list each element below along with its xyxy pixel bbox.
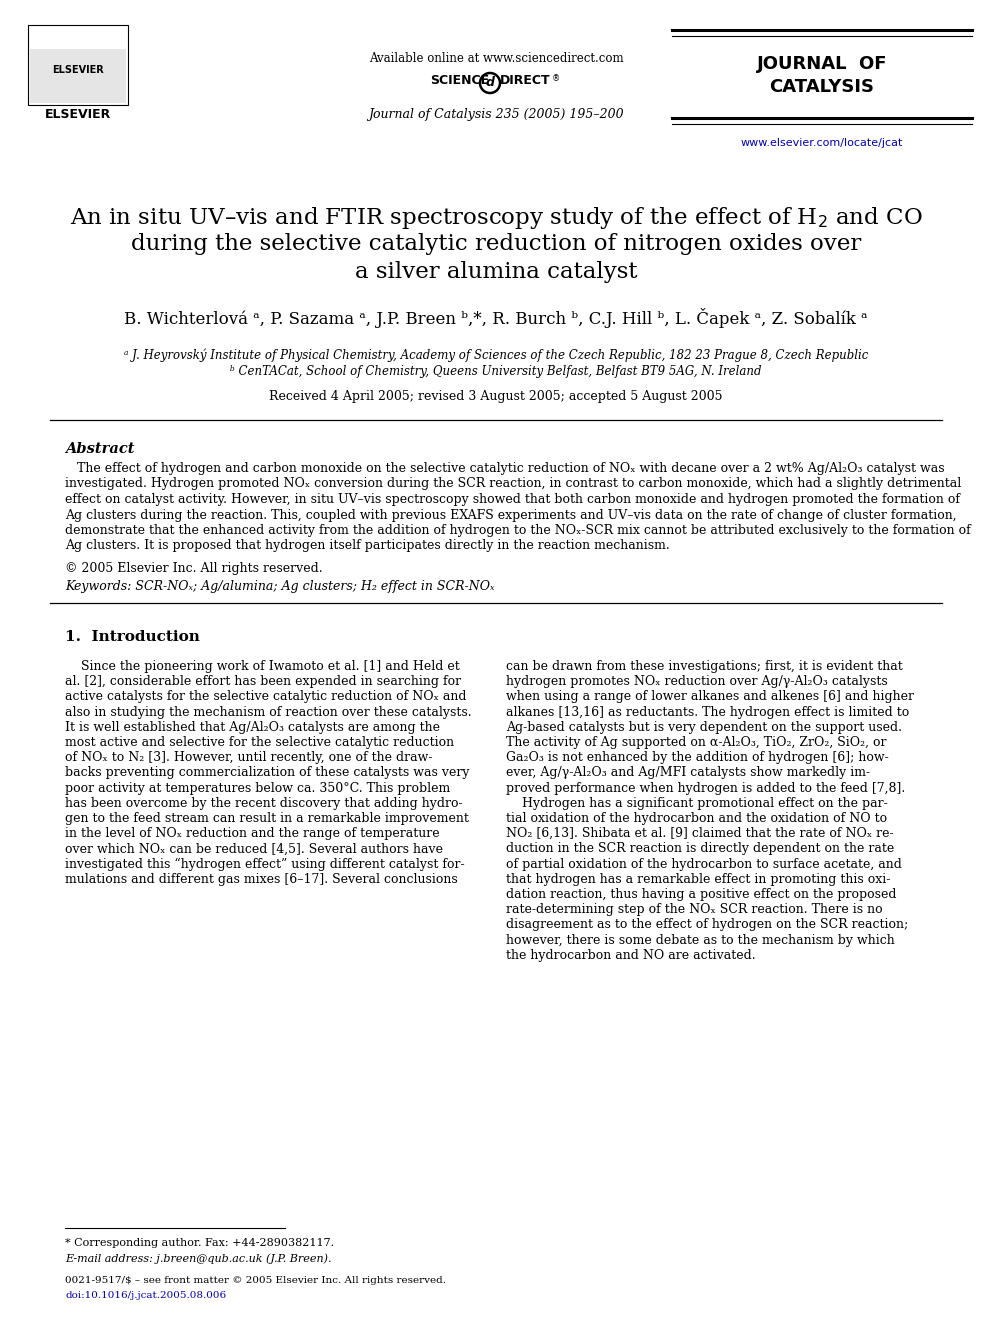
Text: ever, Ag/γ-Al₂O₃ and Ag/MFI catalysts show markedly im-: ever, Ag/γ-Al₂O₃ and Ag/MFI catalysts sh… — [506, 766, 870, 779]
Text: Ag clusters. It is proposed that hydrogen itself participates directly in the re: Ag clusters. It is proposed that hydroge… — [65, 540, 670, 553]
Text: Ga₂O₃ is not enhanced by the addition of hydrogen [6]; how-: Ga₂O₃ is not enhanced by the addition of… — [506, 751, 889, 765]
Bar — [30, 49, 126, 103]
Text: gen to the feed stream can result in a remarkable improvement: gen to the feed stream can result in a r… — [65, 812, 469, 826]
Text: E-mail address: j.breen@qub.ac.uk (J.P. Breen).: E-mail address: j.breen@qub.ac.uk (J.P. … — [65, 1253, 331, 1263]
Text: Abstract: Abstract — [65, 442, 135, 456]
Text: duction in the SCR reaction is directly dependent on the rate: duction in the SCR reaction is directly … — [506, 843, 894, 856]
Text: dation reaction, thus having a positive effect on the proposed: dation reaction, thus having a positive … — [506, 888, 897, 901]
Text: that hydrogen has a remarkable effect in promoting this oxi-: that hydrogen has a remarkable effect in… — [506, 873, 891, 886]
Text: ELSEVIER: ELSEVIER — [53, 65, 104, 75]
Text: It is well established that Ag/Al₂O₃ catalysts are among the: It is well established that Ag/Al₂O₃ cat… — [65, 721, 440, 734]
Text: over which NOₓ can be reduced [4,5]. Several authors have: over which NOₓ can be reduced [4,5]. Sev… — [65, 843, 443, 856]
Text: ᵃ J. Heyrovský Institute of Physical Chemistry, Academy of Sciences of the Czech: ᵃ J. Heyrovský Institute of Physical Che… — [124, 348, 868, 361]
Text: ELSEVIER: ELSEVIER — [45, 108, 111, 120]
Text: of partial oxidation of the hydrocarbon to surface acetate, and: of partial oxidation of the hydrocarbon … — [506, 857, 902, 871]
Text: d: d — [485, 77, 494, 90]
Text: of NOₓ to N₂ [3]. However, until recently, one of the draw-: of NOₓ to N₂ [3]. However, until recentl… — [65, 751, 433, 765]
Text: during the selective catalytic reduction of nitrogen oxides over: during the selective catalytic reduction… — [131, 233, 861, 255]
Text: when using a range of lower alkanes and alkenes [6] and higher: when using a range of lower alkanes and … — [506, 691, 914, 704]
Text: B. Wichterlová ᵃ, P. Sazama ᵃ, J.P. Breen ᵇ,*, R. Burch ᵇ, C.J. Hill ᵇ, L. Čapek: B. Wichterlová ᵃ, P. Sazama ᵃ, J.P. Bree… — [124, 308, 868, 328]
Text: JOURNAL  OF: JOURNAL OF — [757, 56, 887, 73]
Bar — [28, 25, 128, 105]
Text: has been overcome by the recent discovery that adding hydro-: has been overcome by the recent discover… — [65, 796, 462, 810]
Text: investigated. Hydrogen promoted NOₓ conversion during the SCR reaction, in contr: investigated. Hydrogen promoted NOₓ conv… — [65, 478, 961, 491]
Text: * Corresponding author. Fax: +44-2890382117.: * Corresponding author. Fax: +44-2890382… — [65, 1238, 334, 1248]
Text: SCIENCE: SCIENCE — [430, 74, 489, 87]
Text: rate-determining step of the NOₓ SCR reaction. There is no: rate-determining step of the NOₓ SCR rea… — [506, 904, 883, 917]
Text: Available online at www.sciencedirect.com: Available online at www.sciencedirect.co… — [369, 52, 623, 65]
Text: The activity of Ag supported on α-Al₂O₃, TiO₂, ZrO₂, SiO₂, or: The activity of Ag supported on α-Al₂O₃,… — [506, 736, 887, 749]
Text: investigated this “hydrogen effect” using different catalyst for-: investigated this “hydrogen effect” usin… — [65, 857, 464, 871]
Text: Keywords: SCR-NOₓ; Ag/alumina; Ag clusters; H₂ effect in SCR-NOₓ: Keywords: SCR-NOₓ; Ag/alumina; Ag cluste… — [65, 579, 494, 593]
Text: CATALYSIS: CATALYSIS — [770, 78, 875, 97]
Text: however, there is some debate as to the mechanism by which: however, there is some debate as to the … — [506, 934, 895, 946]
Text: An in situ UV–vis and FTIR spectroscopy study of the effect of H$_2$ and CO: An in situ UV–vis and FTIR spectroscopy … — [69, 205, 923, 232]
Text: alkanes [13,16] as reductants. The hydrogen effect is limited to: alkanes [13,16] as reductants. The hydro… — [506, 705, 910, 718]
Text: backs preventing commercialization of these catalysts was very: backs preventing commercialization of th… — [65, 766, 469, 779]
Text: also in studying the mechanism of reaction over these catalysts.: also in studying the mechanism of reacti… — [65, 705, 471, 718]
Text: DIRECT: DIRECT — [500, 74, 551, 87]
Text: 0021-9517/$ – see front matter © 2005 Elsevier Inc. All rights reserved.: 0021-9517/$ – see front matter © 2005 El… — [65, 1275, 446, 1285]
Text: can be drawn from these investigations; first, it is evident that: can be drawn from these investigations; … — [506, 660, 903, 673]
Text: poor activity at temperatures below ca. 350°C. This problem: poor activity at temperatures below ca. … — [65, 782, 450, 795]
Text: the hydrocarbon and NO are activated.: the hydrocarbon and NO are activated. — [506, 949, 756, 962]
Text: 1.  Introduction: 1. Introduction — [65, 630, 199, 644]
Text: Hydrogen has a significant promotional effect on the par-: Hydrogen has a significant promotional e… — [506, 796, 888, 810]
Text: ᵇ CenTACat, School of Chemistry, Queens University Belfast, Belfast BT9 5AG, N. : ᵇ CenTACat, School of Chemistry, Queens … — [230, 365, 762, 378]
Text: Ag-based catalysts but is very dependent on the support used.: Ag-based catalysts but is very dependent… — [506, 721, 902, 734]
Text: mulations and different gas mixes [6–17]. Several conclusions: mulations and different gas mixes [6–17]… — [65, 873, 457, 886]
Text: hydrogen promotes NOₓ reduction over Ag/γ-Al₂O₃ catalysts: hydrogen promotes NOₓ reduction over Ag/… — [506, 675, 888, 688]
Text: disagreement as to the effect of hydrogen on the SCR reaction;: disagreement as to the effect of hydroge… — [506, 918, 909, 931]
Text: www.elsevier.com/locate/jcat: www.elsevier.com/locate/jcat — [741, 138, 903, 148]
Text: most active and selective for the selective catalytic reduction: most active and selective for the select… — [65, 736, 454, 749]
Text: active catalysts for the selective catalytic reduction of NOₓ and: active catalysts for the selective catal… — [65, 691, 466, 704]
Text: effect on catalyst activity. However, in situ UV–vis spectroscopy showed that bo: effect on catalyst activity. However, in… — [65, 493, 960, 505]
Text: Received 4 April 2005; revised 3 August 2005; accepted 5 August 2005: Received 4 April 2005; revised 3 August … — [269, 390, 723, 404]
Text: Journal of Catalysis 235 (2005) 195–200: Journal of Catalysis 235 (2005) 195–200 — [368, 108, 624, 120]
Text: doi:10.1016/j.jcat.2005.08.006: doi:10.1016/j.jcat.2005.08.006 — [65, 1291, 226, 1301]
Text: © 2005 Elsevier Inc. All rights reserved.: © 2005 Elsevier Inc. All rights reserved… — [65, 562, 322, 576]
Text: a silver alumina catalyst: a silver alumina catalyst — [355, 261, 637, 283]
Text: tial oxidation of the hydrocarbon and the oxidation of NO to: tial oxidation of the hydrocarbon and th… — [506, 812, 887, 826]
Text: Ag clusters during the reaction. This, coupled with previous EXAFS experiments a: Ag clusters during the reaction. This, c… — [65, 508, 956, 521]
Text: in the level of NOₓ reduction and the range of temperature: in the level of NOₓ reduction and the ra… — [65, 827, 439, 840]
Text: demonstrate that the enhanced activity from the addition of hydrogen to the NOₓ-: demonstrate that the enhanced activity f… — [65, 524, 971, 537]
Text: ®: ® — [552, 74, 560, 83]
Text: proved performance when hydrogen is added to the feed [7,8].: proved performance when hydrogen is adde… — [506, 782, 906, 795]
Text: NO₂ [6,13]. Shibata et al. [9] claimed that the rate of NOₓ re-: NO₂ [6,13]. Shibata et al. [9] claimed t… — [506, 827, 894, 840]
Text: The effect of hydrogen and carbon monoxide on the selective catalytic reduction : The effect of hydrogen and carbon monoxi… — [65, 462, 944, 475]
Text: al. [2], considerable effort has been expended in searching for: al. [2], considerable effort has been ex… — [65, 675, 461, 688]
Text: Since the pioneering work of Iwamoto et al. [1] and Held et: Since the pioneering work of Iwamoto et … — [65, 660, 459, 673]
